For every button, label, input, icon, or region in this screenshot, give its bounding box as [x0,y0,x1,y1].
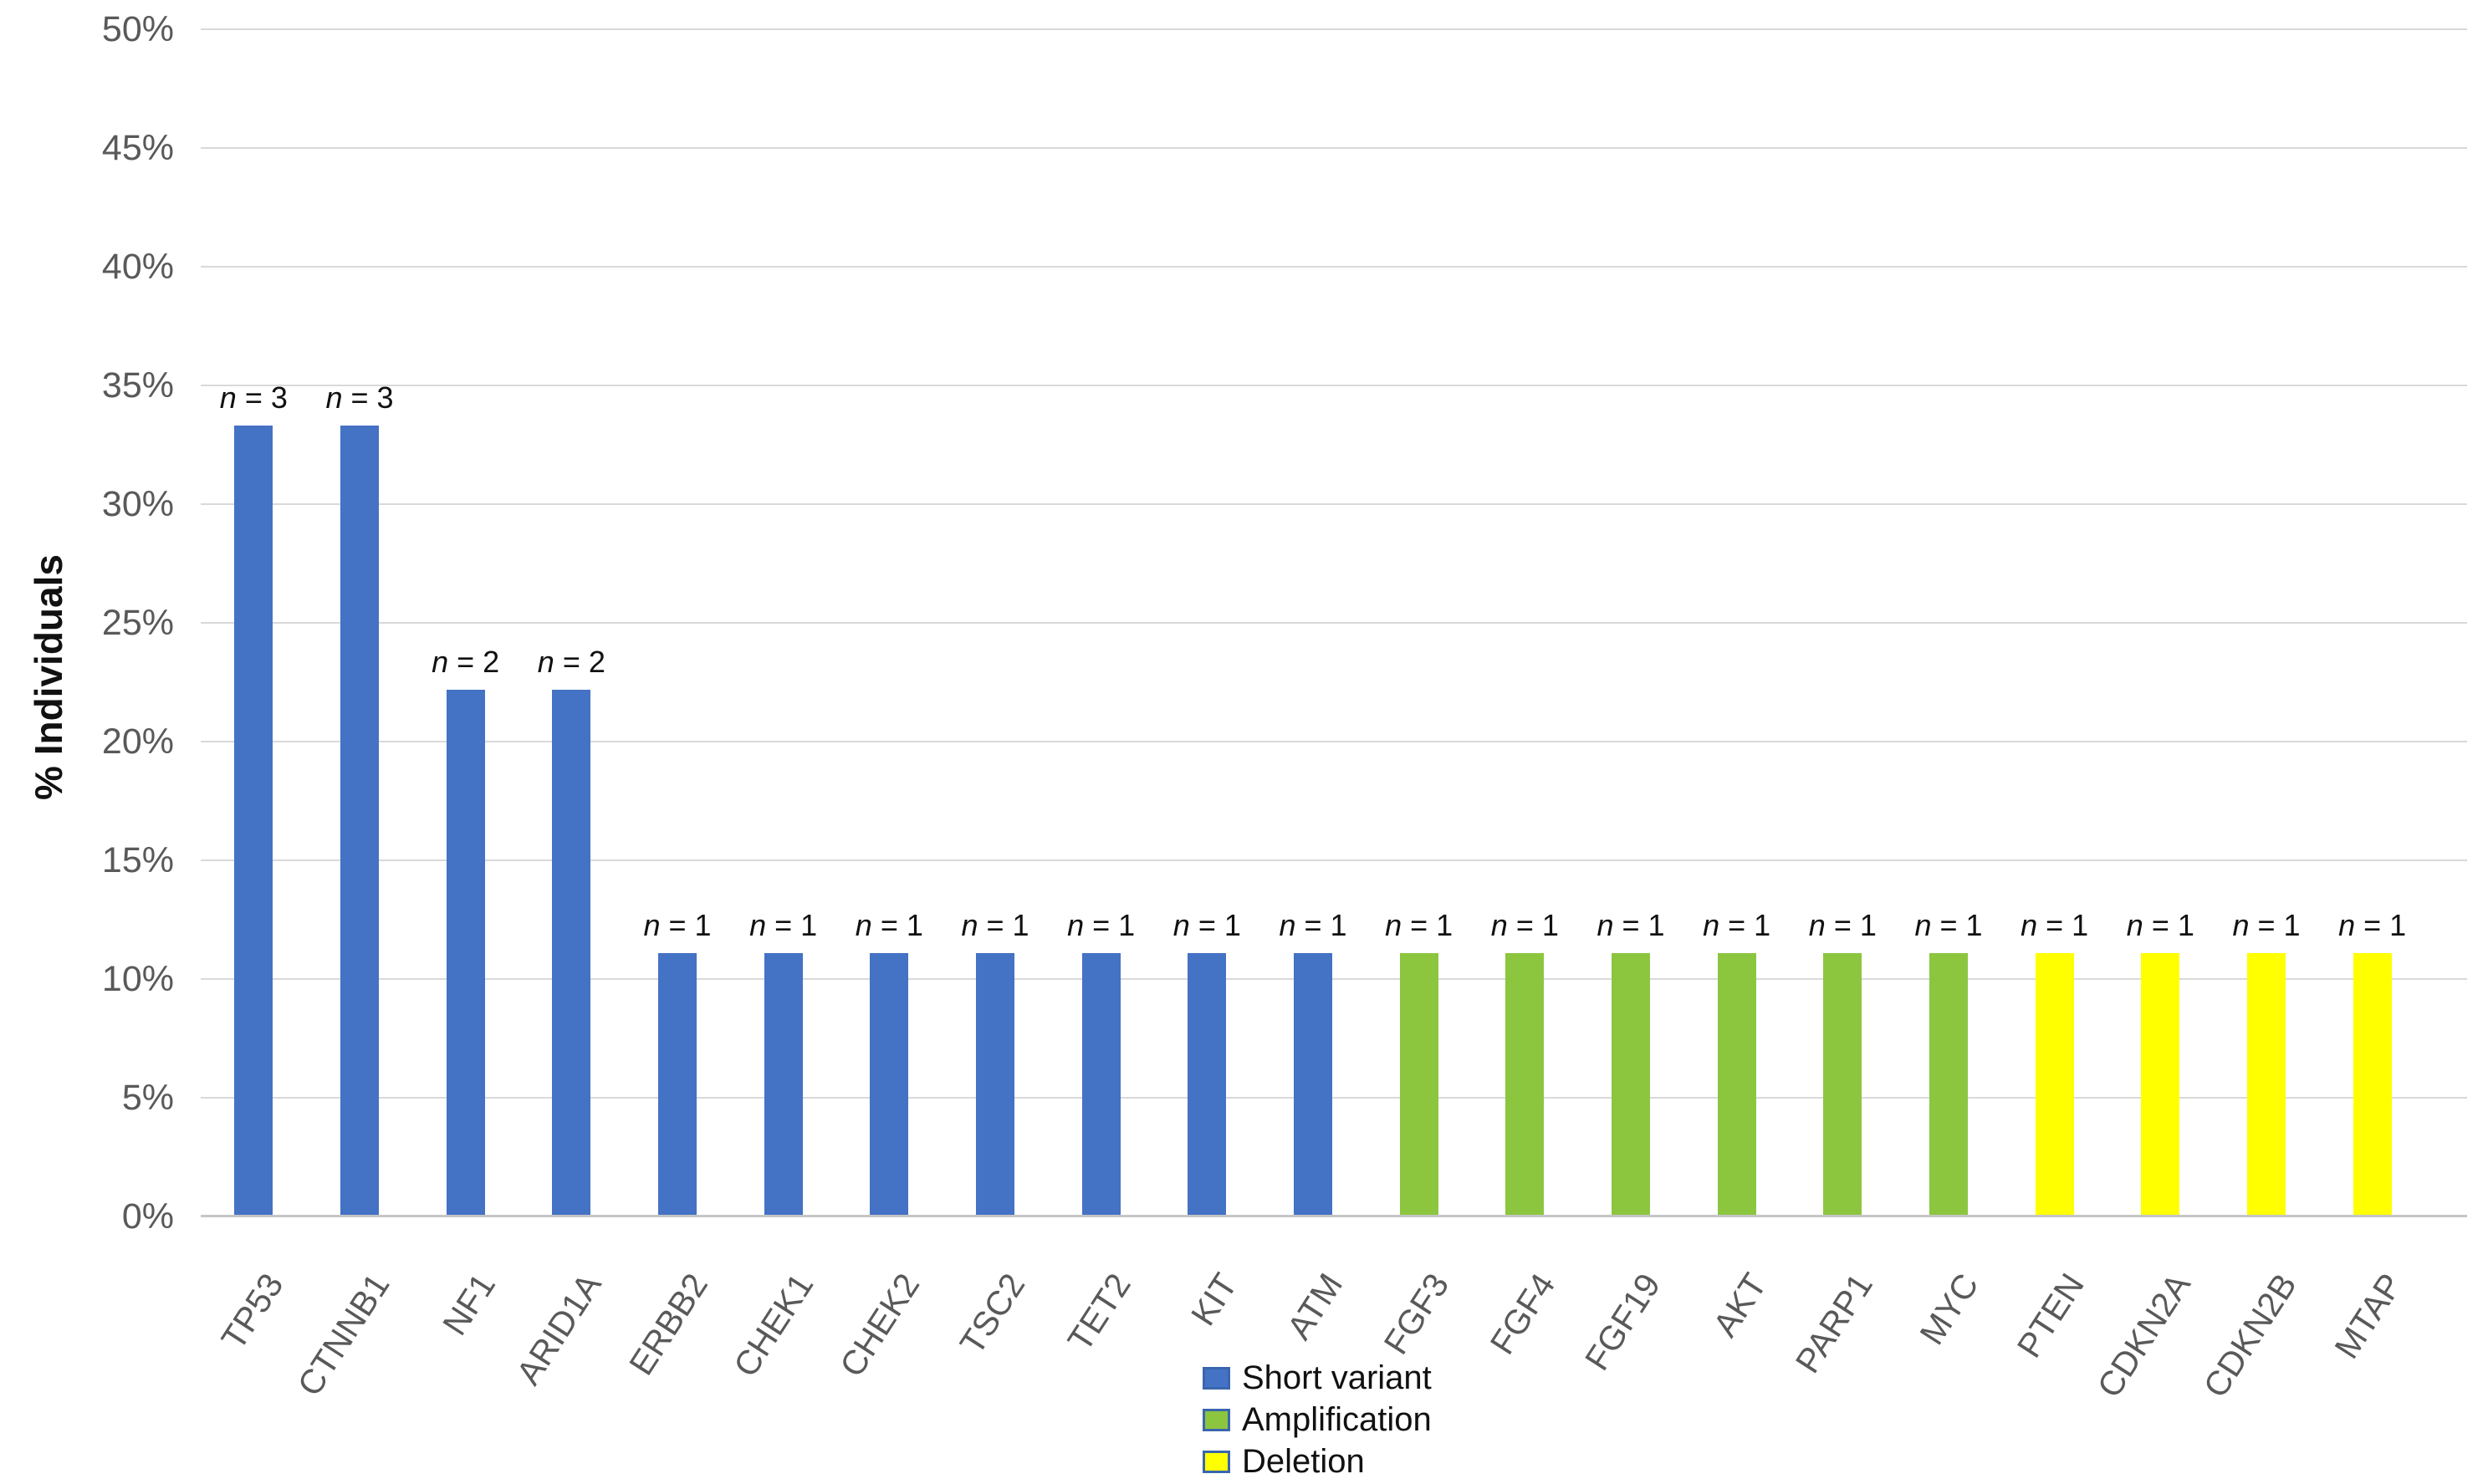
bar-nf1 [446,689,485,1216]
legend-item-amplification: Amplification [1203,1401,1432,1438]
bar-count-label-nf1: n = 2 [432,644,500,679]
bar-akt [1717,952,1756,1216]
x-tick-label-akt: AKT [1705,1267,1775,1344]
bar-count-label-ctnnb1: n = 3 [325,380,394,416]
x-tick-label-arid1a: ARID1A [508,1267,609,1392]
bar-count-label-fgf19: n = 1 [1597,907,1665,942]
y-tick-label-40: 40% [101,247,174,287]
x-tick-label-cdkn2b: CDKN2B [2195,1267,2304,1405]
legend-swatch-amplification [1203,1408,1230,1431]
bar-count-label-mtap: n = 1 [2338,907,2407,942]
bar-count-label-chek1: n = 1 [749,907,818,942]
x-tick-label-cdkn2a: CDKN2A [2089,1267,2198,1405]
y-tick-label-30: 30% [101,484,174,524]
y-axis-title: % Individuals [27,554,70,800]
bar-count-label-cdkn2a: n = 1 [2126,907,2194,942]
bar-cdkn2b [2247,952,2286,1216]
bar-ctnnb1 [340,426,379,1216]
x-tick-label-kit: KIT [1183,1267,1244,1333]
bar-fgf4 [1505,952,1545,1216]
x-tick-label-fgf19: FGF19 [1577,1267,1668,1378]
y-tick-label-45: 45% [101,128,174,168]
y-tick-label-50: 50% [101,9,174,49]
y-tick-label-25: 25% [101,603,174,643]
x-tick-label-fgf3: FGF3 [1376,1267,1457,1361]
x-tick-label-tsc2: TSC2 [952,1267,1033,1361]
gridline-15 [201,859,2467,861]
legend-label-short_variant: Short variant [1242,1359,1432,1396]
bar-count-label-akt: n = 1 [1703,907,1771,942]
x-tick-label-erbb2: ERBB2 [621,1267,715,1382]
bar-count-label-fgf4: n = 1 [1490,907,1559,942]
bar-count-label-tet2: n = 1 [1067,907,1136,942]
bar-fgf3 [1399,952,1438,1216]
bar-count-label-tp53: n = 3 [219,380,288,416]
bar-count-label-kit: n = 1 [1172,907,1241,942]
gridline-45 [201,147,2467,149]
y-tick-label-15: 15% [101,840,174,880]
bar-tet2 [1081,952,1121,1216]
bar-chek2 [870,952,909,1216]
gridline-20 [201,741,2467,742]
bar-cdkn2a [2141,952,2180,1216]
legend-swatch-short_variant [1203,1366,1230,1390]
bar-atm [1294,952,1332,1216]
bar-count-label-atm: n = 1 [1279,907,1347,942]
legend-swatch-deletion [1203,1450,1230,1473]
bar-myc [1929,952,1968,1216]
bar-fgf19 [1612,952,1650,1216]
bar-tsc2 [976,952,1014,1216]
plot-area: 0% 5% 10% 15% 20% 25% 30% 35% 40% 45% 50% n = 3 n =… [102,9,2467,1405]
bar-count-label-pten: n = 1 [2021,907,2089,942]
gridline-5 [201,1097,2467,1099]
legend-label-amplification: Amplification [1242,1401,1432,1438]
bar-tp53 [234,426,273,1216]
bar-kit [1188,952,1227,1216]
x-tick-label-nf1: NF1 [435,1267,503,1343]
bar-count-label-myc: n = 1 [1914,907,1983,942]
bar-count-label-arid1a: n = 2 [537,644,605,679]
legend-label-deletion: Deletion [1242,1443,1365,1480]
x-tick-label-fgf4: FGF4 [1482,1267,1562,1361]
y-tick-label-10: 10% [101,959,174,999]
bar-count-label-cdkn2b: n = 1 [2232,907,2301,942]
y-tick-label-5: 5% [121,1078,174,1118]
x-tick-label-tp53: TP53 [213,1267,291,1357]
bar-count-label-fgf3: n = 1 [1385,907,1453,942]
gridline-35 [201,385,2467,386]
bar-parp1 [1823,952,1862,1216]
gridline-25 [201,622,2467,624]
x-tick-label-pten: PTEN [2010,1267,2092,1364]
x-tick-label-myc: MYC [1912,1267,1986,1352]
y-tick-label-20: 20% [101,722,174,762]
bar-count-label-erbb2: n = 1 [643,907,712,942]
legend: Short variant Amplification Deletion [1203,1359,1432,1484]
x-tick-label-mtap: MTAP [2327,1267,2410,1366]
legend-item-short_variant: Short variant [1203,1359,1432,1396]
gridline-10 [201,978,2467,980]
bar-count-label-chek2: n = 1 [855,907,923,942]
x-tick-label-atm: ATM [1280,1267,1351,1347]
bar-chek1 [764,952,803,1216]
bar-count-label-tsc2: n = 1 [961,907,1029,942]
x-axis-line [201,1215,2467,1217]
y-tick-label-0: 0% [121,1196,174,1237]
gridline-40 [201,266,2467,268]
bar-pten [2035,952,2074,1216]
bar-erbb2 [658,952,697,1216]
bar-arid1a [552,689,591,1216]
x-tick-label-chek2: CHEK2 [831,1267,927,1384]
x-tick-label-parp1: PARP1 [1787,1267,1880,1380]
gridline-30 [201,503,2467,505]
legend-item-deletion: Deletion [1203,1443,1432,1480]
x-tick-label-ctnnb1: CTNNB1 [289,1267,397,1403]
x-tick-label-tet2: TET2 [1060,1267,1139,1359]
x-tick-label-chek1: CHEK1 [726,1267,821,1384]
bar-count-label-parp1: n = 1 [1808,907,1877,942]
bar-mtap [2353,952,2392,1216]
y-tick-label-35: 35% [101,365,174,405]
gridline-50 [201,28,2467,30]
